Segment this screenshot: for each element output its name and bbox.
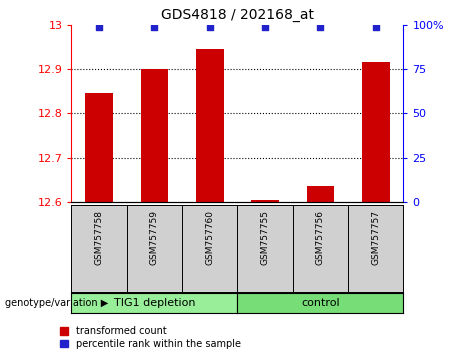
Bar	[141, 69, 168, 202]
Text: GSM757760: GSM757760	[205, 210, 214, 265]
Text: GSM757759: GSM757759	[150, 210, 159, 265]
Text: genotype/variation ▶: genotype/variation ▶	[5, 298, 108, 308]
Point	[151, 24, 158, 29]
Title: GDS4818 / 202168_at: GDS4818 / 202168_at	[161, 8, 314, 22]
Text: GSM757756: GSM757756	[316, 210, 325, 265]
Bar	[251, 200, 279, 202]
Legend: transformed count, percentile rank within the sample: transformed count, percentile rank withi…	[60, 326, 241, 349]
Point	[372, 24, 379, 29]
Point	[261, 24, 269, 29]
Bar	[196, 49, 224, 202]
Text: TIG1 depletion: TIG1 depletion	[114, 298, 195, 308]
Point	[95, 24, 103, 29]
Text: GSM757757: GSM757757	[371, 210, 380, 265]
Bar	[307, 186, 334, 202]
Text: control: control	[301, 298, 340, 308]
Point	[317, 24, 324, 29]
Text: GSM757758: GSM757758	[95, 210, 104, 265]
Bar	[85, 93, 113, 202]
Bar	[362, 62, 390, 202]
Text: GSM757755: GSM757755	[260, 210, 270, 265]
Point	[206, 24, 213, 29]
